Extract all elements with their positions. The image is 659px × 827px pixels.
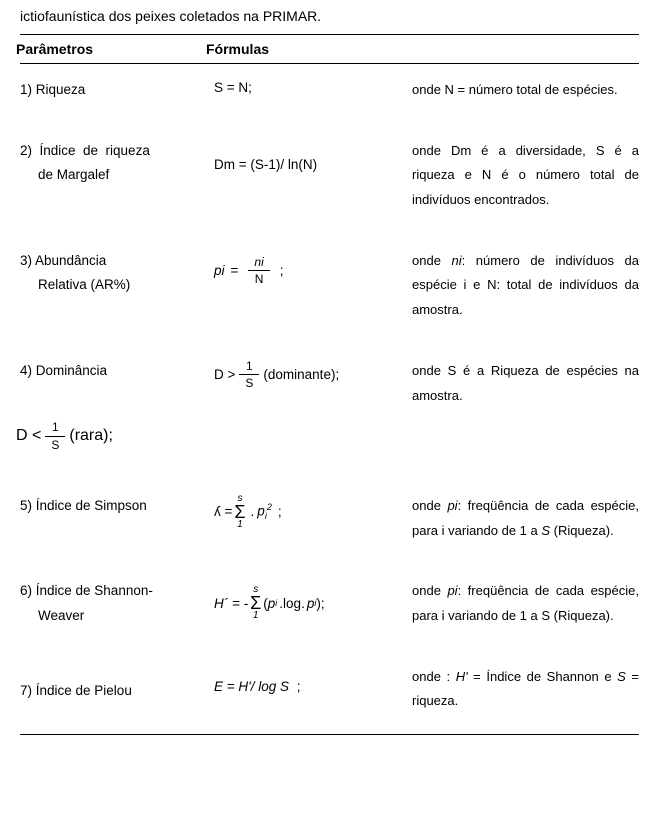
margalef-l1: 2) Índice de riqueza	[20, 143, 150, 158]
pielou-desc-pre: onde :	[412, 669, 456, 684]
row-domin-rara: D < 1 S (rara);	[16, 420, 643, 452]
simpson-p: pi2	[257, 502, 272, 521]
row-margalef: 2) Índice de riqueza de Margalef Dm = (S…	[16, 139, 643, 213]
domin-dlt: D <	[16, 427, 41, 445]
formula-margalef: Dm = (S-1)/ ln(N)	[206, 139, 406, 172]
shannon-l2: Weaver	[38, 608, 84, 623]
simpson-desc-pre: onde	[412, 498, 447, 513]
shannon-close: );	[316, 596, 324, 611]
simpson-desc-S: S	[541, 523, 553, 538]
abund-l2: Relativa (AR%)	[38, 277, 130, 292]
row-simpson: 5) Índice de Simpson ʎ = s Σ 1 . pi2 ;	[16, 494, 643, 543]
abund-desc-pre: onde	[412, 253, 451, 268]
desc-domin: onde S é a Riqueza de espécies na amostr…	[406, 359, 643, 408]
formula-abund: pi = ni N ;	[206, 249, 406, 287]
domin-den2: S	[45, 437, 65, 452]
abund-semi: ;	[280, 263, 284, 278]
domin-num2: 1	[45, 420, 65, 436]
simpson-sum: s Σ 1	[234, 494, 245, 530]
abund-num: ni	[248, 255, 269, 271]
pielou-desc-mid: = Índice de Shannon e	[468, 669, 618, 684]
param-shannon: 6) Índice de Shannon- Weaver	[16, 579, 206, 628]
shannon-i1: i	[275, 598, 277, 608]
param-domin: 4) Dominância	[16, 359, 206, 383]
row-riqueza: 1) Riqueza S = N; onde N = número total …	[16, 78, 643, 103]
header-rule	[20, 63, 639, 64]
abund-desc-ni: ni	[451, 253, 461, 268]
pielou-desc-H: H'	[456, 669, 468, 684]
shannon-log: .log.	[279, 596, 305, 611]
domin-dominante: (dominante);	[263, 367, 339, 382]
desc-abund: onde ni: número de indivíduos da espécie…	[406, 249, 643, 323]
domin-rara: (rara);	[69, 427, 113, 445]
abund-eq: =	[231, 263, 239, 278]
pielou-eq: E = H'/ log S	[214, 679, 289, 694]
formula-riqueza: S = N;	[206, 78, 406, 95]
simpson-desc-pi: pi	[447, 498, 457, 513]
abund-den: N	[248, 271, 269, 286]
row-domin: 4) Dominância D > 1 S (dominante); onde …	[16, 359, 643, 408]
param-riqueza: 1) Riqueza	[16, 78, 206, 102]
domin-den1: S	[239, 375, 259, 390]
formula-simpson: ʎ = s Σ 1 . pi2 ;	[206, 494, 406, 530]
shannon-desc-pre: onde	[412, 583, 447, 598]
header-row: Parâmetros Fórmulas	[16, 35, 643, 63]
bottom-rule	[20, 734, 639, 735]
abund-pi: pi	[214, 263, 225, 278]
header-param: Parâmetros	[16, 35, 206, 63]
shannon-desc-pi: pi	[447, 583, 457, 598]
formula-domin1: D > 1 S (dominante);	[206, 359, 406, 391]
row-shannon: 6) Índice de Shannon- Weaver H´ = - s Σ …	[16, 579, 643, 628]
shannon-sum: s Σ 1	[250, 585, 261, 621]
pielou-semi: ;	[297, 679, 301, 694]
header-blank	[406, 35, 643, 63]
abund-frac: ni N	[248, 255, 269, 287]
rows-container: 1) Riqueza S = N; onde N = número total …	[16, 78, 643, 714]
margalef-eq: Dm = (S-1)/ ln(N)	[214, 157, 317, 172]
simpson-desc-post: (Riqueza).	[554, 523, 614, 538]
formula-domin2: D < 1 S (rara);	[16, 420, 113, 452]
margalef-l2: de Margalef	[38, 167, 109, 182]
row-abund: 3) Abundância Relativa (AR%) pi = ni N ;…	[16, 249, 643, 323]
shannon-p1: p	[268, 596, 276, 611]
riqueza-eq: S = N;	[214, 80, 252, 95]
simpson-semi: ;	[278, 504, 282, 519]
formula-shannon: H´ = - s Σ 1 (pi .log. pi);	[206, 579, 406, 621]
desc-simpson: onde pi: freqüência de cada espécie, par…	[406, 494, 643, 543]
page: ictiofaunística dos peixes coletados na …	[0, 0, 659, 827]
abund-l1: 3) Abundância	[20, 253, 106, 268]
simpson-p-sub: i	[265, 512, 267, 522]
param-margalef: 2) Índice de riqueza de Margalef	[16, 139, 206, 188]
desc-pielou: onde : H' = Índice de Shannon e S = riqu…	[406, 665, 643, 714]
domin-frac2: 1 S	[45, 420, 65, 452]
formula-pielou: E = H'/ log S ;	[206, 665, 406, 694]
desc-shannon: onde pi: freqüência de cada espécie, par…	[406, 579, 643, 628]
param-pielou: 7) Índice de Pielou	[16, 665, 206, 703]
param-abund: 3) Abundância Relativa (AR%)	[16, 249, 206, 298]
header-formula: Fórmulas	[206, 35, 406, 63]
simpson-dot: .	[251, 504, 255, 519]
desc-riqueza: onde N = número total de espécies.	[406, 78, 643, 103]
simpson-p-base: p	[257, 504, 265, 519]
domin-dgt: D >	[214, 367, 235, 382]
pielou-desc-S: S	[617, 669, 626, 684]
simpson-lambda: ʎ =	[214, 504, 232, 519]
domin-frac1: 1 S	[239, 359, 259, 391]
shannon-l1: 6) Índice de Shannon-	[20, 583, 153, 598]
shannon-H: H´ = -	[214, 596, 248, 611]
row-pielou: 7) Índice de Pielou E = H'/ log S ; onde…	[16, 665, 643, 714]
simpson-p-sup: 2	[267, 502, 272, 512]
param-simpson: 5) Índice de Simpson	[16, 494, 206, 518]
desc-margalef: onde Dm é a diversidade, S é a riqueza e…	[406, 139, 643, 213]
shannon-p2: p	[307, 596, 315, 611]
caption-text: ictiofaunística dos peixes coletados na …	[20, 8, 643, 24]
domin-num1: 1	[239, 359, 259, 375]
